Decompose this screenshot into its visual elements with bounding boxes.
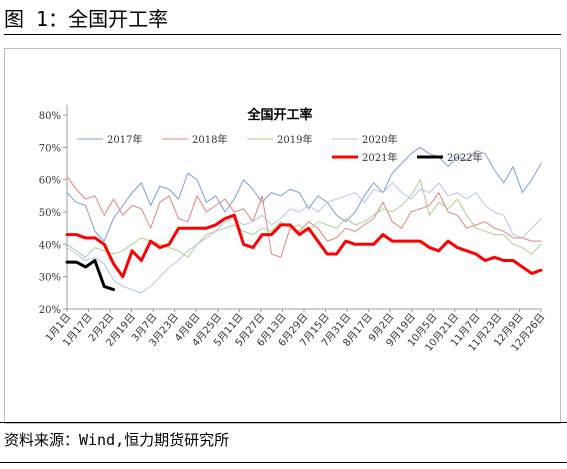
figure-title: 图 1：全国开工率 <box>4 4 561 35</box>
y-tick-label: 80% <box>39 111 61 122</box>
y-tick-label: 30% <box>39 273 61 284</box>
source-divider <box>0 422 567 423</box>
bottom-divider <box>0 462 567 463</box>
legend-label: 2021年 <box>362 151 397 164</box>
y-tick-label: 60% <box>39 176 61 187</box>
series-line-2022年 <box>65 259 115 292</box>
legend-label: 2017年 <box>107 133 142 146</box>
legend-label: 2019年 <box>277 133 312 146</box>
y-tick-label: 50% <box>39 208 61 219</box>
chart-title: 全国开工率 <box>246 107 312 123</box>
series-line-2020年 <box>66 182 542 294</box>
chart-frame: 全国开工率 20% 30% 40% 50% 60% 70% 80% 1月1日 1月17日 2月2日… <box>4 48 561 424</box>
source-text: 资料来源：Wind,恒力期货研究所 <box>4 431 230 449</box>
legend-label: 2020年 <box>362 133 397 146</box>
legend-label: 2018年 <box>192 133 227 146</box>
series-line-2017年 <box>66 146 542 242</box>
legend: 2017年 2018年 2019年 2020年 2021年 2022年 <box>77 133 482 164</box>
y-tick-label: 20% <box>39 305 61 316</box>
series-line-2019年 <box>66 179 542 258</box>
y-tick-label: 40% <box>39 240 61 251</box>
line-chart: 全国开工率 20%30%40%50%60%70%80%1月1日1月17日2月2日… <box>39 105 547 354</box>
series-line-2021年 <box>65 213 543 279</box>
series-line-2018年 <box>66 175 542 258</box>
y-tick-label: 70% <box>39 143 61 154</box>
legend-label: 2022年 <box>447 151 482 164</box>
series-lines <box>65 146 543 294</box>
